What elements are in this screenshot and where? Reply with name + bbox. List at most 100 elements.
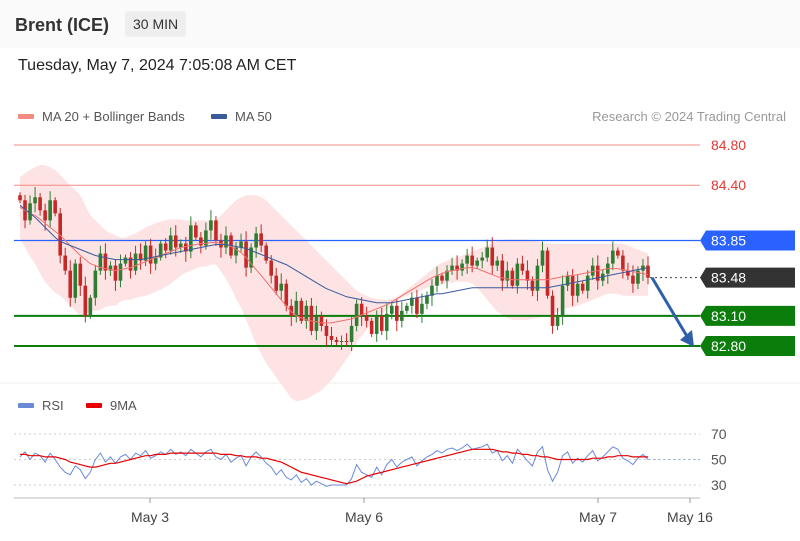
candle-body <box>545 250 550 296</box>
candle-body <box>63 255 68 271</box>
rsi-tick-label-30: 30 <box>711 477 727 493</box>
candle-body <box>450 265 454 271</box>
candle-body <box>118 263 123 281</box>
level-tag-83.85 <box>700 230 795 251</box>
candle-body <box>415 297 419 314</box>
candle-body <box>410 297 414 306</box>
rsi-line <box>19 443 649 487</box>
candle-body <box>83 285 88 316</box>
candle-body <box>420 303 424 314</box>
candle-body <box>18 195 22 201</box>
candle-body <box>53 200 57 214</box>
candle-body <box>590 265 595 276</box>
legend-label-9ma: 9MA <box>110 398 137 413</box>
candle-body <box>38 197 42 211</box>
level-label-83.85: 83.85 <box>711 232 746 248</box>
candle-body <box>289 305 294 316</box>
legend-label-rsi: RSI <box>42 398 64 413</box>
candle-body <box>168 235 173 251</box>
candle-body <box>314 315 319 331</box>
legend-label-ma20: MA 20 + Bollinger Bands <box>42 109 185 124</box>
candle-body <box>329 335 334 340</box>
candle-body <box>78 263 83 286</box>
candle-body <box>580 283 585 291</box>
candle-body <box>485 247 490 258</box>
candle-body <box>43 210 47 221</box>
level-tag-83.48 <box>700 267 795 288</box>
level-label-83.10: 83.10 <box>711 308 746 324</box>
candle-body <box>48 200 52 221</box>
candle-body <box>73 263 78 298</box>
legend-swatch-ma20 <box>18 114 34 119</box>
research-credit: Research © 2024 Trading Central <box>592 109 786 124</box>
candle-body <box>244 241 248 268</box>
candle-body <box>209 220 213 231</box>
candle-body <box>570 275 575 296</box>
candle-body <box>158 243 163 258</box>
candle-body <box>455 265 459 271</box>
candle-body <box>284 283 289 306</box>
candle-body <box>389 305 394 314</box>
candle-body <box>128 257 133 271</box>
candle-body <box>525 270 530 281</box>
candle-body <box>540 250 545 266</box>
candle-body <box>88 297 93 316</box>
legend-swatch-rsi <box>18 403 34 408</box>
candle-body <box>254 233 258 248</box>
candle-body <box>565 275 570 286</box>
candle-body <box>515 263 520 286</box>
level-label-83.48: 83.48 <box>711 270 746 286</box>
level-tag-83.10 <box>700 305 795 326</box>
candle-body <box>520 263 525 271</box>
candle-body <box>199 237 203 246</box>
timeframe-button[interactable]: 30 MIN <box>125 11 187 37</box>
candle-body <box>234 247 238 256</box>
candle-body <box>279 283 284 291</box>
candle-body <box>204 230 208 246</box>
rsi-tick-label-70: 70 <box>711 426 727 442</box>
ma20-line <box>19 206 649 324</box>
candle-body <box>400 310 404 321</box>
candle-body <box>440 275 444 281</box>
x-tick-label-May-3: May 3 <box>131 509 169 525</box>
candle-body <box>354 303 359 326</box>
candle-body <box>274 275 279 291</box>
candle-body <box>495 260 500 266</box>
candle-body <box>530 280 535 291</box>
x-tick-label-May-6: May 6 <box>345 509 383 525</box>
candle-body <box>58 213 62 256</box>
candle-body <box>636 270 640 284</box>
candle-body <box>304 305 309 321</box>
x-tick-label-May-7: May 7 <box>579 509 617 525</box>
candle-body <box>430 285 434 296</box>
candle-body <box>239 241 243 248</box>
candle-body <box>324 325 329 336</box>
candle-body <box>249 247 253 268</box>
candle-body <box>374 315 379 334</box>
candle-body <box>445 270 449 281</box>
candle-body <box>555 315 560 326</box>
candle-body <box>309 305 314 331</box>
candle-body <box>349 325 354 342</box>
legend-label-ma50: MA 50 <box>235 109 272 124</box>
level-label-82.80: 82.80 <box>711 338 746 354</box>
candle-body <box>560 285 565 316</box>
candle-body <box>224 235 228 248</box>
candle-body <box>299 300 304 321</box>
candle-body <box>259 233 263 246</box>
candle-body <box>460 263 464 271</box>
candle-body <box>334 339 339 342</box>
candle-body <box>631 275 635 284</box>
candle-body <box>505 270 510 281</box>
candle-body <box>384 313 389 331</box>
bollinger-band <box>20 165 648 402</box>
candle-body <box>294 300 299 316</box>
candle-body <box>264 245 268 261</box>
candle-body <box>500 260 505 281</box>
candle-body <box>214 220 218 241</box>
candle-body <box>319 315 324 326</box>
legend-9ma: 9MA <box>86 398 137 413</box>
candle-body <box>480 257 485 261</box>
legend-swatch-ma50 <box>211 114 227 119</box>
